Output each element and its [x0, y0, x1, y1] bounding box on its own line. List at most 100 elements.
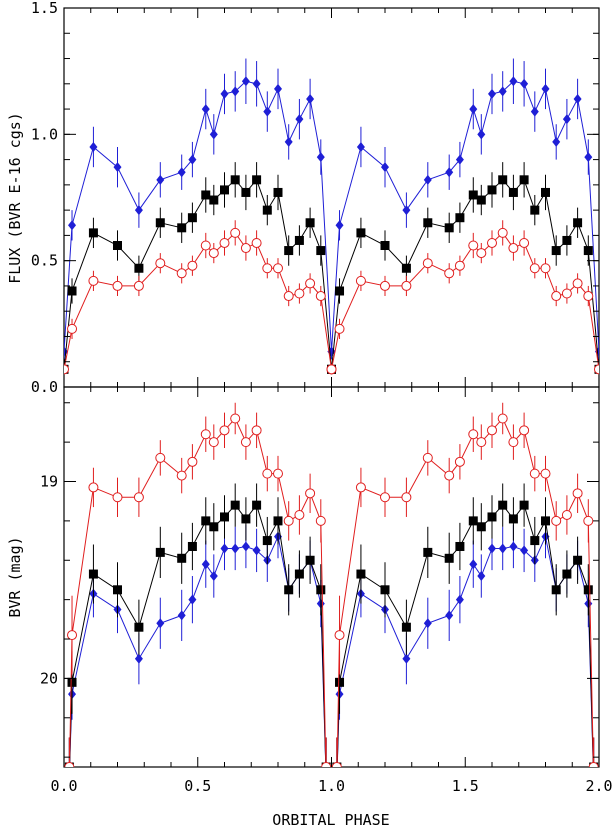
data-point-R — [88, 275, 99, 286]
data-point-R — [283, 291, 294, 302]
data-point-R — [355, 482, 366, 493]
data-point-R — [334, 630, 345, 641]
x-tick-label: 2.0 — [585, 777, 612, 795]
data-point-V — [284, 246, 294, 256]
data-point-V — [583, 585, 593, 595]
magnitude-panel-frame — [63, 386, 600, 768]
series-line-B — [69, 534, 594, 767]
data-point-R — [497, 413, 508, 424]
data-point-V — [262, 536, 272, 546]
data-point-R — [273, 468, 283, 479]
data-point-R — [444, 268, 455, 279]
data-point-B — [455, 594, 464, 605]
data-point-V — [551, 585, 561, 595]
data-point-B — [113, 162, 122, 173]
data-point-R — [468, 429, 479, 440]
data-point-B — [335, 220, 344, 231]
data-point-V — [134, 263, 144, 273]
y-tick-label: 1.5 — [31, 0, 58, 17]
data-point-B — [188, 594, 197, 605]
data-point-R — [251, 237, 262, 248]
data-point-B — [552, 136, 561, 147]
data-point-V — [134, 622, 144, 632]
data-point-B — [423, 174, 432, 185]
data-point-R — [380, 492, 390, 503]
data-point-V — [401, 622, 411, 632]
flux-panel-frame — [63, 7, 600, 388]
x-tick-label: 0.5 — [184, 777, 211, 795]
data-point-R — [273, 263, 283, 274]
data-point-R — [497, 227, 508, 238]
data-point-R — [422, 452, 433, 463]
data-point-V — [508, 187, 518, 197]
data-point-V — [209, 522, 219, 532]
data-point-R — [334, 323, 345, 334]
data-point-V — [262, 205, 272, 215]
data-point-R — [380, 280, 390, 291]
data-point-R — [67, 630, 78, 641]
data-point-B — [477, 571, 486, 582]
data-point-V — [468, 190, 478, 200]
data-point-R — [219, 425, 230, 436]
data-point-B — [402, 205, 411, 216]
data-point-R — [454, 456, 465, 467]
data-point-B — [530, 106, 539, 117]
data-point-R — [187, 456, 198, 467]
data-point-V — [220, 185, 229, 195]
data-point-B — [562, 114, 571, 125]
data-point-B — [201, 559, 210, 570]
data-point-B — [156, 618, 165, 629]
data-point-V — [67, 286, 77, 296]
data-point-B — [284, 136, 293, 147]
flux-clipped-layer — [64, 58, 599, 375]
data-point-R — [422, 258, 433, 269]
data-point-V — [583, 246, 593, 256]
data-point-V — [541, 516, 550, 526]
data-point-V — [155, 547, 165, 557]
flux-ticks-layer: 0.0 0.5 1.0 1.5 — [31, 0, 600, 396]
data-point-V — [476, 195, 486, 205]
data-point-V — [423, 547, 433, 557]
data-point-B — [231, 86, 240, 97]
data-point-V — [187, 213, 197, 223]
data-point-V — [562, 235, 572, 245]
data-point-B — [445, 610, 454, 621]
data-point-V — [252, 500, 262, 510]
data-point-B — [274, 83, 282, 94]
data-point-V — [201, 190, 211, 200]
data-point-R — [476, 437, 487, 448]
data-point-R — [508, 243, 519, 254]
data-point-V — [335, 677, 345, 687]
data-point-R — [64, 762, 75, 767]
data-point-V — [230, 500, 240, 510]
data-point-R — [155, 258, 166, 269]
data-point-V — [230, 175, 240, 185]
data-point-B — [209, 129, 218, 140]
data-point-R — [487, 237, 497, 248]
data-point-B — [89, 141, 98, 152]
y-axis-title-flux: FLUX (BVR E-16 cgs) — [6, 112, 24, 284]
data-point-R — [230, 413, 241, 424]
data-point-B — [316, 152, 325, 163]
data-point-R — [529, 468, 540, 479]
data-point-R — [454, 260, 465, 271]
y-tick-label: 19 — [40, 473, 58, 491]
data-point-R — [305, 488, 316, 499]
y-tick-label: 20 — [40, 669, 58, 687]
data-point-V — [88, 569, 98, 579]
data-point-R — [594, 364, 599, 375]
data-point-V — [201, 516, 211, 526]
data-point-V — [294, 569, 304, 579]
data-point-R — [200, 429, 211, 440]
data-point-B — [455, 154, 464, 165]
data-point-R — [294, 509, 305, 520]
data-point-V — [541, 187, 550, 197]
data-point-V — [423, 218, 433, 228]
data-point-R — [155, 452, 166, 463]
data-point-V — [530, 205, 540, 215]
data-point-B — [402, 653, 411, 664]
data-point-R — [326, 364, 337, 375]
data-point-R — [583, 515, 594, 526]
data-point-V — [519, 500, 529, 510]
